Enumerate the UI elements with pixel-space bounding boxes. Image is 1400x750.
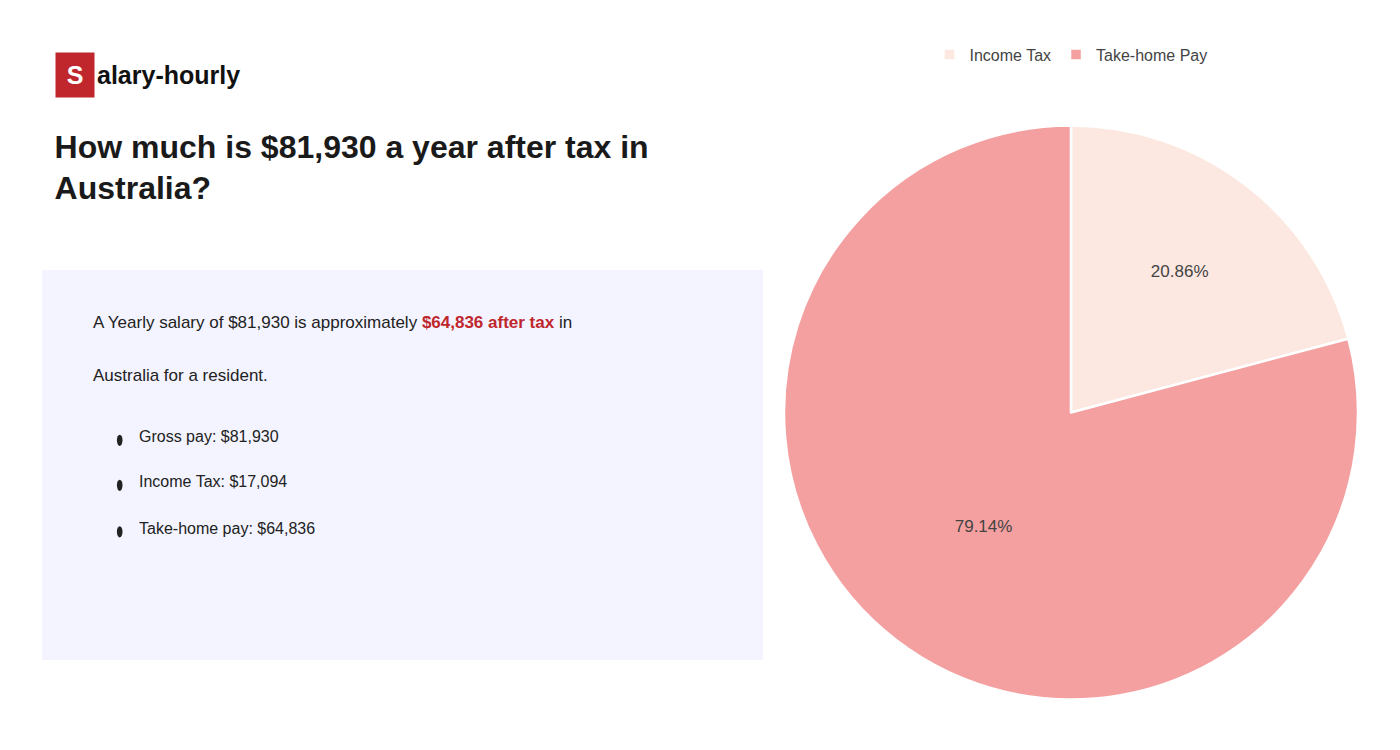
svg-text:Income Tax: Income Tax <box>970 47 1052 64</box>
svg-text:alary-hourly: alary-hourly <box>97 61 240 89</box>
svg-text:Australia for a resident.: Australia for a resident. <box>93 366 268 385</box>
svg-text:Income Tax: $17,094: Income Tax: $17,094 <box>139 473 287 490</box>
svg-text:A Yearly salary of $81,930 is: A Yearly salary of $81,930 is approximat… <box>93 313 572 332</box>
svg-text:20.86%: 20.86% <box>1151 262 1209 281</box>
svg-text:Gross pay: $81,930: Gross pay: $81,930 <box>139 428 279 445</box>
svg-text:Take-home Pay: Take-home Pay <box>1096 47 1207 64</box>
svg-text:Take-home pay: $64,836: Take-home pay: $64,836 <box>139 520 315 537</box>
svg-text:S: S <box>67 61 84 89</box>
svg-text:79.14%: 79.14% <box>955 517 1013 536</box>
svg-text:How much is $81,930 a year aft: How much is $81,930 a year after tax inA… <box>55 129 649 207</box>
